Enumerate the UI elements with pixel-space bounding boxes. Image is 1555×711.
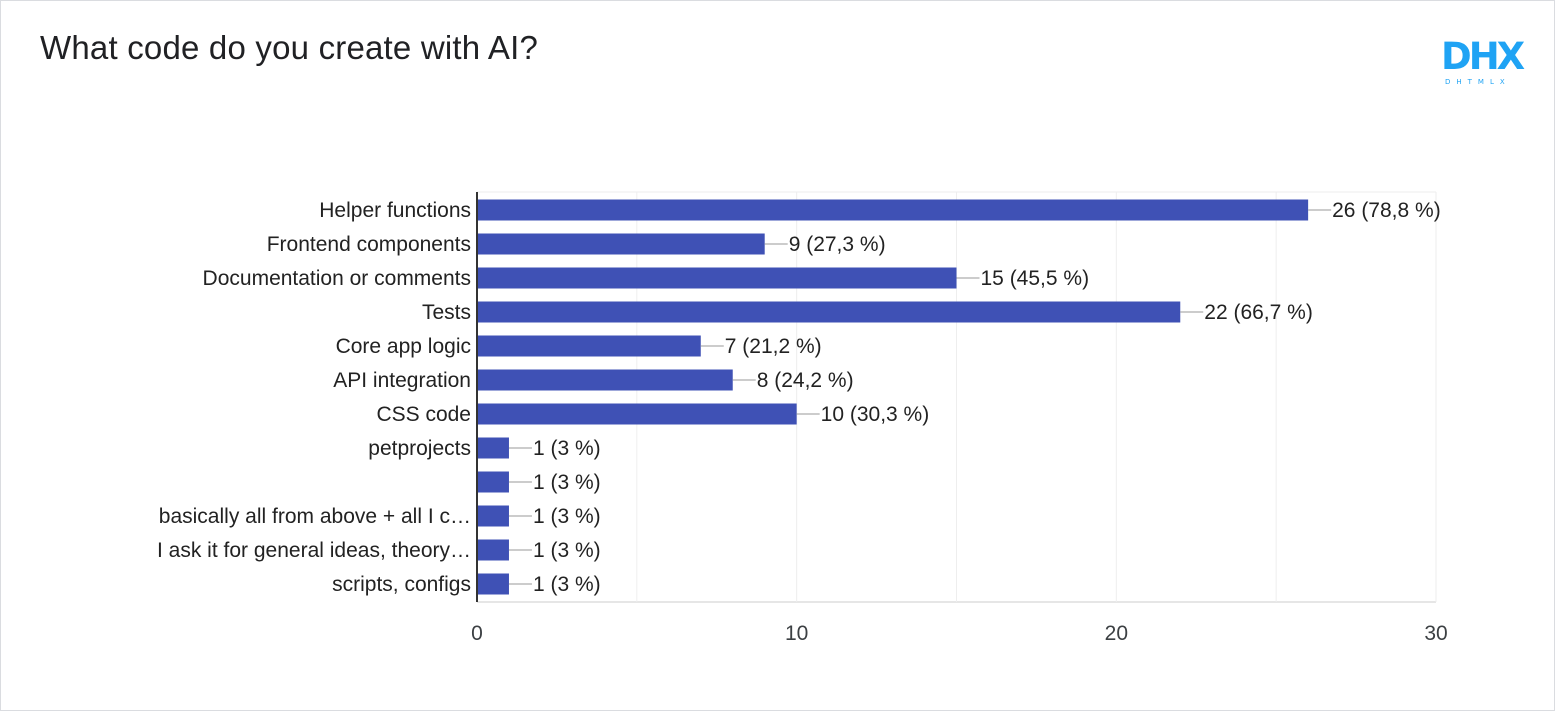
chart-value-labels: 26 (78,8 %) 9 (27,3 %) 15 (45,5 %) 22 (66,7… xyxy=(533,199,1441,596)
category-label: Tests xyxy=(422,301,471,324)
category-label: basically all from above + all I c… xyxy=(159,505,471,528)
data-label: 1 (3 %) xyxy=(533,437,601,460)
chart-leader-lines xyxy=(508,209,1332,585)
bar xyxy=(477,403,797,425)
category-label: API integration xyxy=(333,369,471,392)
x-tick-label: 30 xyxy=(1424,622,1447,645)
bar xyxy=(477,573,509,595)
data-label: 22 (66,7 %) xyxy=(1204,301,1313,324)
chart-bars xyxy=(477,199,1309,595)
category-label: Documentation or comments xyxy=(203,267,471,290)
category-label: I ask it for general ideas, theory… xyxy=(157,539,471,562)
bar xyxy=(477,369,733,391)
bar xyxy=(477,437,509,459)
dhx-logo-subtext: DHTMLX xyxy=(1445,78,1511,86)
chart-category-labels: Helper functions Frontend components Docum… xyxy=(157,199,471,596)
data-label: 26 (78,8 %) xyxy=(1332,199,1441,222)
data-label: 10 (30,3 %) xyxy=(821,403,930,426)
data-label: 9 (27,3 %) xyxy=(789,233,886,256)
data-label: 15 (45,5 %) xyxy=(981,267,1090,290)
chart-gridlines xyxy=(477,191,1437,603)
category-label: Helper functions xyxy=(319,199,471,222)
chart-title: What code do you create with AI? xyxy=(40,29,539,66)
bar xyxy=(477,471,509,493)
category-label: Core app logic xyxy=(336,335,471,358)
data-label: 1 (3 %) xyxy=(533,505,601,528)
category-label: petprojects xyxy=(368,437,471,460)
bar xyxy=(477,267,957,289)
x-tick-label: 10 xyxy=(785,622,808,645)
bar xyxy=(477,199,1309,221)
data-label: 1 (3 %) xyxy=(533,539,601,562)
x-tick-label: 20 xyxy=(1105,622,1128,645)
category-label: CSS code xyxy=(376,403,471,426)
bar xyxy=(477,335,701,357)
dhx-logo: DHX DHTMLX xyxy=(1441,35,1525,87)
x-tick-label: 0 xyxy=(471,622,483,645)
category-label: scripts, configs xyxy=(332,573,471,596)
bar xyxy=(477,505,509,527)
bar xyxy=(477,539,509,561)
data-label: 8 (24,2 %) xyxy=(757,369,854,392)
dhx-logo-text: DHX xyxy=(1441,35,1525,78)
data-label: 7 (21,2 %) xyxy=(725,335,822,358)
bar xyxy=(477,233,765,255)
bar xyxy=(477,301,1181,323)
chart-x-ticks: 0 10 20 30 xyxy=(471,622,1448,645)
data-label: 1 (3 %) xyxy=(533,471,601,494)
data-label: 1 (3 %) xyxy=(533,573,601,596)
category-label: Frontend components xyxy=(267,233,471,256)
